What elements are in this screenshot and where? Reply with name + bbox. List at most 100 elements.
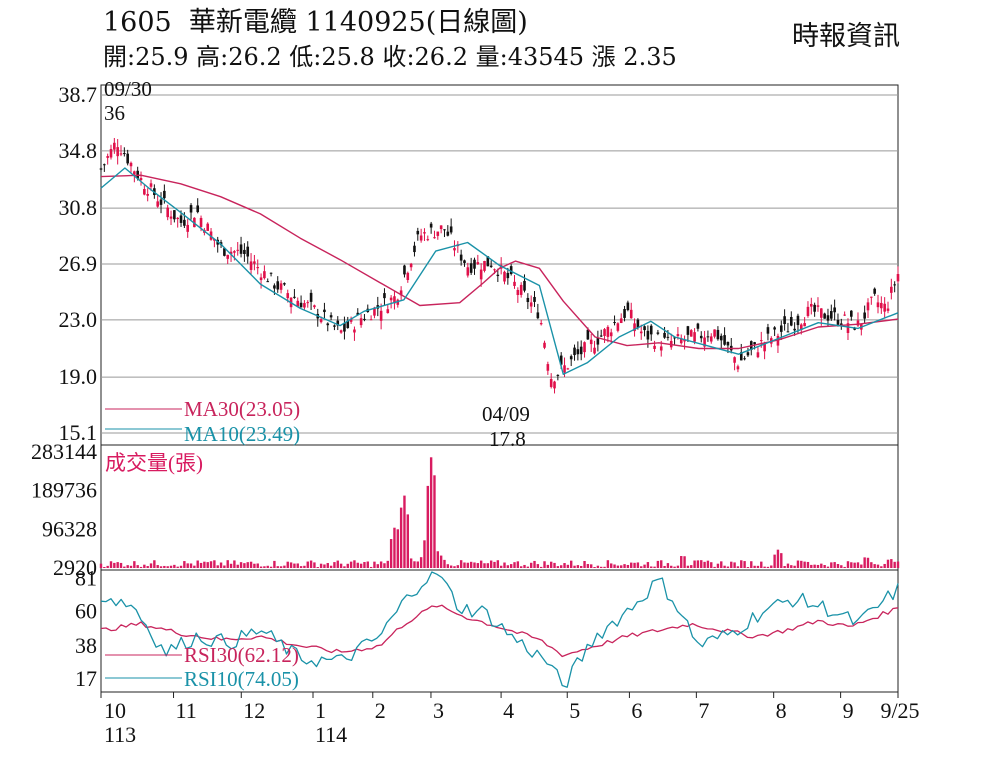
candle-body [586, 329, 590, 340]
volume-bar [880, 566, 883, 568]
volume-bar [726, 566, 730, 568]
candle-body [479, 269, 483, 280]
volume-bar [643, 564, 646, 568]
rsi30-line [100, 604, 899, 658]
candle-body [449, 226, 453, 233]
volume-bar [433, 475, 436, 568]
candle-body [303, 303, 306, 308]
volume-bar [710, 562, 713, 568]
candle-body [713, 329, 716, 337]
candle-body [583, 342, 586, 353]
volume-bar [156, 565, 159, 568]
candle-body [159, 199, 163, 205]
candle-body [696, 323, 700, 329]
volume-bar [703, 561, 706, 568]
volume-bar [219, 562, 223, 568]
rsi10-legend-label: RSI10(74.05) [184, 667, 299, 691]
candle-body [206, 223, 210, 231]
candle-body [469, 263, 473, 273]
month-tick-label: 11 [176, 698, 197, 723]
candle-body [576, 349, 580, 355]
volume-bar [876, 564, 880, 568]
candle-body [309, 292, 313, 302]
candle-body [589, 339, 593, 345]
candle-body [893, 284, 896, 286]
volume-bar [766, 566, 770, 568]
volume-bar [716, 563, 720, 568]
volume-bar [836, 564, 840, 568]
price-tick-label: 26.9 [59, 251, 98, 276]
volume-bar [406, 514, 409, 568]
candle-body [636, 319, 640, 329]
candle-body [406, 272, 410, 281]
volume-bar [456, 565, 460, 568]
volume-bar [756, 565, 760, 568]
candle-body [509, 266, 513, 275]
candle-body [103, 164, 106, 166]
volume-bar [603, 566, 606, 568]
volume-bar [216, 565, 219, 568]
candle-body [169, 216, 173, 219]
volume-bar [183, 561, 186, 568]
volume-bar [690, 565, 693, 568]
candle-body [389, 297, 393, 301]
candle-body [183, 219, 186, 226]
volume-bar [866, 557, 870, 568]
volume-bar [486, 563, 490, 568]
volume-bar [213, 560, 216, 568]
volume-bar [783, 566, 786, 568]
candle-body [149, 183, 153, 187]
rsi-tick-label: 38 [75, 633, 97, 658]
volume-bar [800, 560, 803, 568]
candle-body [673, 337, 676, 339]
month-tick-label: 5 [569, 698, 580, 723]
candle-body [196, 205, 200, 213]
volume-bar [419, 557, 423, 568]
volume-bar [853, 562, 856, 568]
candle-body [866, 302, 870, 311]
candle-body [109, 149, 113, 158]
volume-bar [610, 563, 613, 568]
candle-body [826, 315, 830, 321]
volume-bar [293, 563, 296, 568]
volume-bar [309, 560, 313, 568]
volume-bar [696, 560, 700, 568]
candle-body [519, 284, 523, 295]
price-tick-label: 34.8 [59, 138, 98, 163]
candle-body [870, 296, 873, 298]
candle-body [433, 237, 436, 239]
volume-bar [443, 559, 446, 568]
volume-bar [676, 565, 680, 568]
volume-bar [663, 565, 666, 568]
candle-body [116, 147, 119, 157]
volume-bar [523, 564, 526, 568]
volume-bar [706, 560, 710, 568]
candle-body [413, 245, 416, 253]
candle-body [483, 260, 486, 271]
candle-body [546, 364, 550, 371]
volume-bar [429, 457, 433, 568]
candle-body [733, 357, 736, 363]
volume-bar [573, 565, 576, 568]
candle-body [726, 341, 730, 346]
volume-bar [126, 565, 129, 568]
volume-bar [850, 562, 853, 568]
candle-body [613, 322, 616, 324]
volume-bar [860, 564, 863, 568]
candle-body [263, 271, 266, 279]
volume-bar [810, 564, 813, 568]
candle-body [319, 319, 323, 323]
volume-bar [446, 564, 450, 568]
rsi-tick-label: 60 [75, 598, 97, 623]
volume-bar [653, 566, 656, 568]
rsi30-legend-label: RSI30(62.12) [184, 643, 299, 667]
candle-body [379, 310, 383, 321]
candle-body [886, 308, 890, 311]
candle-body [833, 307, 836, 313]
volume-bar [413, 561, 416, 568]
candle-body [199, 217, 203, 227]
candle-body [166, 207, 169, 218]
candle-body [639, 331, 643, 334]
candle-body [776, 335, 780, 346]
